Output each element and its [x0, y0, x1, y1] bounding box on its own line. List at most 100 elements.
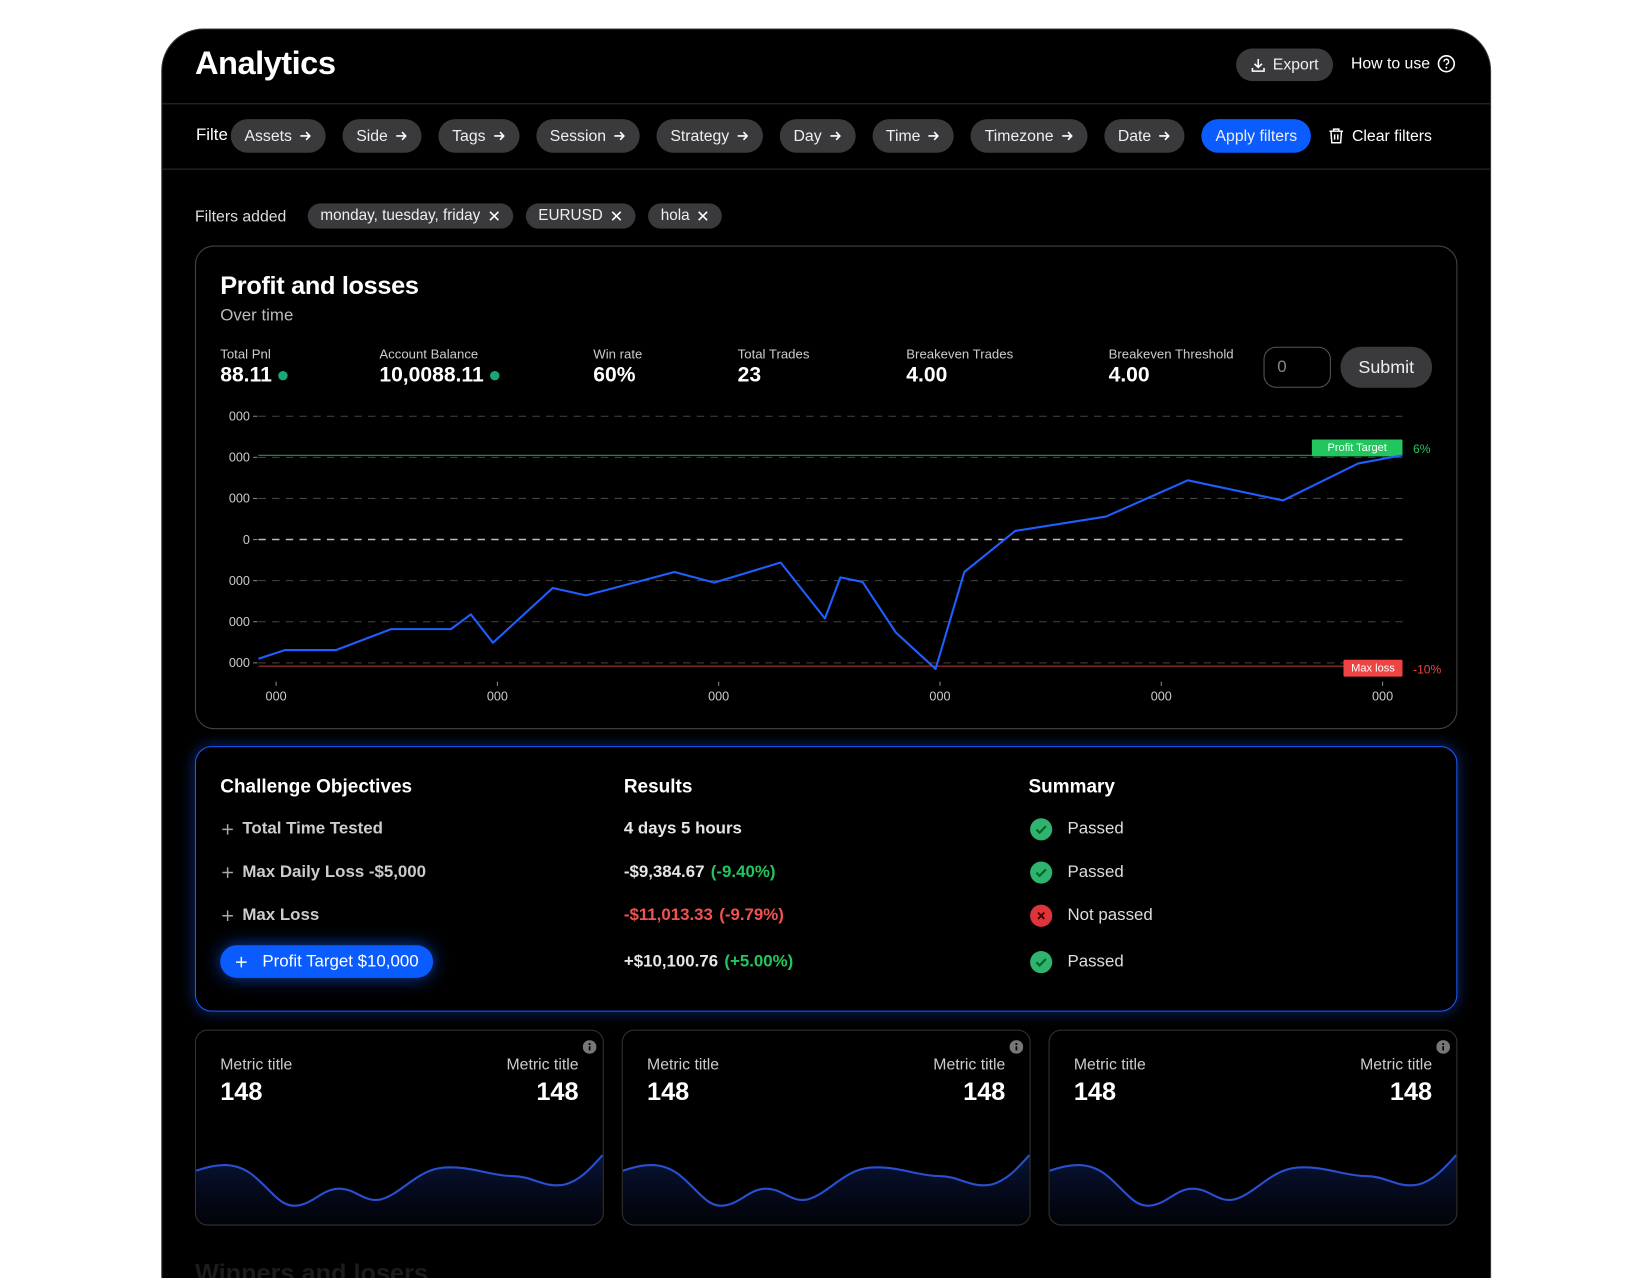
added-filter-label: hola	[660, 207, 690, 225]
y-tick-label: 000	[229, 615, 250, 629]
metric-value: 148	[1073, 1078, 1117, 1107]
reference-name: Profit Target	[1328, 442, 1387, 454]
divider	[162, 168, 1491, 170]
objective: Max Loss	[221, 906, 319, 925]
added-filter-chip[interactable]: monday, tuesday, friday	[307, 203, 513, 229]
sparkline	[196, 1154, 603, 1225]
reference-text: 6%	[1413, 442, 1431, 456]
help-icon	[1437, 55, 1456, 73]
divider	[162, 103, 1491, 105]
challenge-card	[194, 746, 1458, 1012]
remove-icon	[489, 211, 499, 221]
metric-value: 148	[1389, 1078, 1433, 1107]
metric-card: Metric title 148 Metric title 148	[1048, 1029, 1458, 1226]
result-percent: (-9.79%)	[719, 906, 784, 925]
apply-filters-button[interactable]: Apply filters	[1201, 119, 1311, 153]
x-tick-label: 000	[1151, 690, 1172, 704]
sparkline	[622, 1154, 1030, 1225]
stat-value-text: 4.00	[1108, 363, 1150, 387]
status-text: Passed	[1067, 863, 1124, 881]
stat-value-text: 4.00	[906, 363, 948, 387]
clear-filters-button[interactable]: Clear filters	[1328, 119, 1432, 153]
pnl-title: Profit and losses	[220, 271, 419, 301]
status-dot	[490, 370, 500, 381]
filters-added-label: Filters added	[194, 207, 287, 226]
status-text: Not passed	[1067, 906, 1153, 925]
stat-value-text: 10,0088.11	[379, 363, 484, 387]
arrow-icon	[396, 131, 407, 141]
reference-badge	[1311, 439, 1403, 457]
pnl-line	[258, 454, 1403, 671]
remove-icon	[611, 211, 622, 221]
arrow-icon	[737, 131, 749, 141]
status-text: Passed	[1067, 952, 1124, 971]
column-header: Results	[623, 775, 693, 797]
export-button[interactable]: Export	[1236, 48, 1334, 82]
filter-chip[interactable]: Day	[779, 119, 856, 153]
filter-chip[interactable]: Assets	[230, 119, 326, 153]
y-tick-label: 0	[243, 533, 250, 547]
arrow-icon	[1159, 131, 1171, 141]
result-value: +$10,100.76	[623, 952, 719, 971]
result: 4 days 5 hours	[624, 820, 742, 839]
stat-label: Breakeven Threshold	[1108, 346, 1234, 362]
result: +$10,100.76 (+5.00%)	[624, 953, 793, 972]
metric-value: 148	[647, 1078, 690, 1107]
column-header: Summary	[1028, 775, 1115, 797]
info-icon	[1436, 1040, 1451, 1054]
plus-icon	[222, 867, 233, 878]
arrow-icon	[493, 131, 505, 141]
filter-chip-label: Timezone	[984, 126, 1054, 145]
passed-icon	[1030, 818, 1053, 841]
export-icon	[1251, 58, 1265, 72]
filter-chip[interactable]: Time	[872, 119, 955, 153]
result-value: -$11,013.33	[623, 906, 713, 925]
added-filter-chip[interactable]: EURUSD	[525, 203, 636, 229]
how-to-use-link[interactable]: How to use	[1351, 55, 1456, 73]
reference-text: -10%	[1413, 663, 1442, 677]
info-icon	[1009, 1040, 1024, 1054]
reference-name: Max loss	[1351, 662, 1395, 674]
next-section-title: Winners and losers	[194, 1259, 429, 1278]
filter-chips: Assets Side Tags Session Strategy Day Time Time…	[230, 119, 1432, 153]
submit-label: Submit	[1358, 356, 1415, 377]
objective-text: Max Loss	[242, 906, 320, 925]
filter-label: Filte	[196, 126, 228, 145]
objective: Max Daily Loss -$5,000	[221, 863, 426, 882]
filter-chip[interactable]: Date	[1104, 119, 1185, 153]
added-filters: monday, tuesday, friday EURUSD hola	[307, 203, 723, 229]
y-tick-label: 000	[229, 656, 250, 670]
filter-chip[interactable]: Session	[536, 119, 640, 153]
stat-label: Breakeven Trades	[906, 346, 1014, 362]
export-label: Export	[1272, 55, 1319, 74]
stat-value: 88.11	[220, 364, 288, 388]
objective-text: Profit Target $10,000	[262, 952, 419, 971]
added-filter-chip[interactable]: hola	[648, 203, 723, 229]
filter-chip[interactable]: Side	[342, 119, 422, 153]
apply-filters-label: Apply filters	[1215, 126, 1298, 145]
submit-button[interactable]: Submit	[1340, 346, 1433, 388]
filter-chip[interactable]: Tags	[438, 119, 520, 153]
stat-value: 4.00	[906, 364, 947, 388]
pnl-card	[194, 245, 1458, 730]
objective-text: Total Time Tested	[242, 819, 383, 838]
threshold-input[interactable]: 0	[1263, 346, 1331, 388]
arrow-icon	[830, 131, 841, 141]
objective-text: Max Daily Loss -$5,000	[242, 863, 427, 881]
filter-chip[interactable]: Timezone	[971, 119, 1088, 153]
x-tick-label: 000	[266, 690, 287, 704]
metric-title: Metric title	[220, 1055, 293, 1074]
result-percent: (+5.00%)	[724, 952, 794, 971]
stat-value: 4.00	[1109, 364, 1150, 388]
stat-value-text: 23	[737, 363, 762, 387]
objective-button[interactable]: Profit Target $10,000	[220, 945, 434, 978]
filter-chip[interactable]: Strategy	[656, 119, 763, 153]
metric-card: Metric title 148 Metric title 148	[194, 1029, 604, 1226]
column-header: Challenge Objectives	[220, 775, 413, 797]
x-tick-label: 000	[487, 690, 508, 704]
result-value: -$9,384.67	[623, 863, 705, 881]
stat-value: 60%	[593, 364, 635, 388]
app-frame	[161, 28, 1492, 1278]
